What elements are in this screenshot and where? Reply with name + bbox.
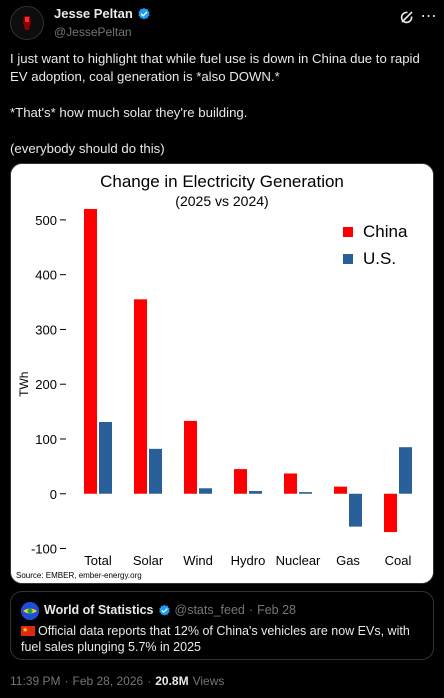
more-options-icon[interactable]: ⋯: [420, 8, 438, 25]
separator-dot: ·: [147, 674, 152, 688]
quoted-date: Feb 28: [257, 603, 296, 617]
bar-china-hydro: [234, 469, 247, 494]
x-tick-label: Gas: [336, 553, 360, 568]
bar-china-solar: [134, 299, 147, 494]
bar-us-wind: [199, 488, 212, 494]
separator-dot: ·: [64, 674, 69, 688]
quoted-author-row: World of Statistics @stats_feed · Feb 28: [44, 603, 296, 617]
china-flag-icon: [21, 623, 35, 639]
author-name-row: Jesse Peltan: [54, 6, 151, 21]
bar-china-nuclear: [284, 473, 297, 494]
bar-us-total: [99, 422, 112, 494]
legend-label: China: [363, 222, 408, 241]
avatar-figure-icon: [23, 16, 31, 30]
quoted-text: Official data reports that 12% of China'…: [21, 624, 410, 654]
tweet-header: Jesse Peltan @JessePeltan ⋯: [10, 4, 437, 44]
quoted-tweet[interactable]: World of Statistics @stats_feed · Feb 28…: [10, 591, 434, 660]
x-tick-label: Coal: [385, 553, 412, 568]
views-count: 20.8M: [155, 674, 189, 688]
verified-badge-icon: [158, 604, 170, 616]
legend-swatch: [343, 227, 353, 237]
quoted-handle: @stats_feed: [174, 603, 245, 617]
author-handle[interactable]: @JessePeltan: [54, 25, 132, 39]
author-avatar[interactable]: [10, 6, 44, 40]
y-tick-label: 0: [50, 487, 57, 502]
quoted-author-avatar: [21, 602, 39, 620]
quoted-display-name: World of Statistics: [44, 603, 154, 617]
tweet-media-chart[interactable]: Change in Electricity Generation (2025 vs…: [10, 163, 434, 584]
legend-swatch: [343, 254, 353, 264]
bar-us-gas: [349, 493, 362, 527]
post-date[interactable]: Feb 28, 2026: [72, 674, 144, 688]
x-tick-label: Total: [84, 553, 112, 568]
chart-background: [11, 164, 433, 583]
bar-chart: Change in Electricity Generation (2025 vs…: [11, 164, 433, 583]
y-tick-label: 500: [35, 213, 57, 228]
bar-china-gas: [334, 486, 347, 494]
tweet-meta: 11:39 PM · Feb 28, 2026 · 20.8M Views: [10, 674, 224, 688]
chart-title: Change in Electricity Generation: [100, 172, 344, 191]
bar-us-nuclear: [299, 492, 312, 494]
tweet-paragraph: *That's* how much solar they're building…: [10, 105, 248, 120]
bar-china-wind: [184, 420, 197, 494]
chart-subtitle: (2025 vs 2024): [175, 193, 268, 209]
x-tick-label: Wind: [183, 553, 213, 568]
post-time[interactable]: 11:39 PM: [10, 674, 61, 688]
quoted-text-row: Official data reports that 12% of China'…: [21, 623, 421, 655]
separator-dot: ·: [248, 603, 254, 617]
bar-us-coal: [399, 447, 412, 494]
views-label: Views: [192, 674, 225, 688]
bar-china-total: [84, 208, 97, 494]
tweet-paragraph: I just want to highlight that while fuel…: [10, 51, 420, 84]
x-tick-label: Nuclear: [276, 553, 321, 568]
y-tick-label: 400: [35, 268, 57, 283]
x-tick-label: Solar: [133, 553, 164, 568]
author-display-name[interactable]: Jesse Peltan: [54, 6, 133, 21]
y-axis-label: TWh: [17, 372, 31, 397]
grok-icon[interactable]: [398, 8, 416, 26]
y-tick-label: 100: [35, 432, 57, 447]
y-tick-label: 200: [35, 377, 57, 392]
y-tick-label: -100: [31, 542, 57, 557]
tweet-body: I just want to highlight that while fuel…: [10, 50, 434, 158]
bar-china-coal: [384, 493, 397, 533]
chart-source: Source: EMBER, ember-energy.org: [16, 571, 142, 580]
x-tick-label: Hydro: [231, 553, 266, 568]
legend-label: U.S.: [363, 249, 396, 268]
bar-us-solar: [149, 448, 162, 494]
bar-us-hydro: [249, 491, 262, 494]
y-tick-label: 300: [35, 322, 57, 337]
tweet-paragraph: (everybody should do this): [10, 141, 165, 156]
verified-badge-icon: [138, 7, 150, 20]
